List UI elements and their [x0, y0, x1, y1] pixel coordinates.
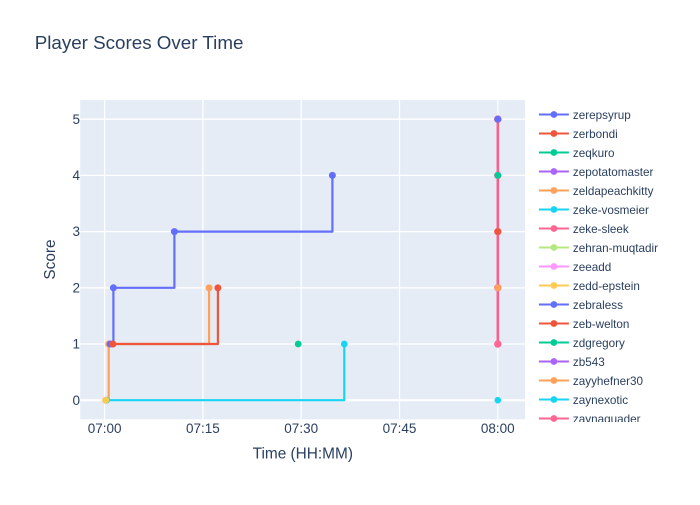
svg-text:Player Scores Over Time: Player Scores Over Time [35, 32, 244, 53]
svg-text:07:15: 07:15 [186, 421, 220, 436]
svg-text:08:00: 08:00 [481, 421, 515, 436]
svg-text:2: 2 [72, 280, 80, 295]
svg-text:zdgregory: zdgregory [573, 337, 625, 350]
svg-text:zeldapeachkitty: zeldapeachkitty [573, 185, 654, 198]
svg-text:5: 5 [72, 112, 80, 127]
svg-text:zeb-welton: zeb-welton [573, 318, 630, 331]
svg-text:07:45: 07:45 [383, 421, 417, 436]
svg-text:07:00: 07:00 [88, 421, 122, 436]
svg-text:zb543: zb543 [573, 356, 605, 369]
svg-text:1: 1 [72, 337, 80, 352]
svg-text:zeke-sleek: zeke-sleek [573, 223, 629, 236]
svg-text:zeke-vosmeier: zeke-vosmeier [573, 204, 649, 217]
svg-text:3: 3 [72, 224, 80, 239]
svg-text:zeqkuro: zeqkuro [573, 147, 615, 160]
svg-text:zaynaquader: zaynaquader [573, 413, 641, 426]
svg-text:zerepsyrup: zerepsyrup [573, 109, 631, 122]
svg-text:07:30: 07:30 [284, 421, 318, 436]
svg-text:zerbondi: zerbondi [573, 128, 618, 141]
svg-text:zepotatomaster: zepotatomaster [573, 166, 654, 179]
svg-text:zeeadd: zeeadd [573, 261, 611, 274]
svg-text:zebraless: zebraless [573, 299, 623, 312]
svg-text:zedd-epstein: zedd-epstein [573, 280, 640, 293]
svg-text:4: 4 [72, 168, 80, 183]
svg-text:zaynexotic: zaynexotic [573, 394, 628, 407]
svg-text:zayyhefner30: zayyhefner30 [573, 375, 644, 388]
svg-text:zehran-muqtadir: zehran-muqtadir [573, 242, 658, 255]
svg-text:Time (HH:MM): Time (HH:MM) [253, 446, 353, 463]
svg-text:Score: Score [42, 239, 59, 279]
svg-text:0: 0 [72, 393, 80, 408]
